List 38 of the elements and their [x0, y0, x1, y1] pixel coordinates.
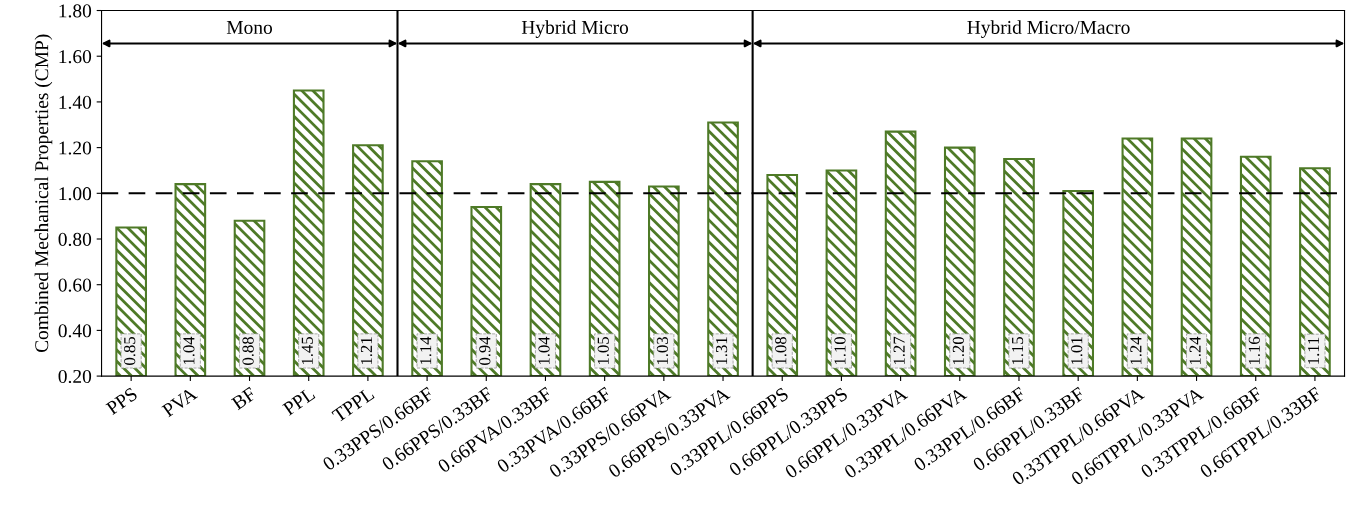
y-tick-label: 0.20 — [58, 369, 92, 384]
y-tick-label: 1.60 — [59, 50, 92, 64]
data-label: 0.85 — [124, 337, 136, 365]
data-label: 1.11 — [1307, 337, 1320, 364]
x-tick-label: PPS — [105, 387, 139, 416]
annotation: Mono — [226, 21, 273, 34]
data-label: 1.21 — [360, 337, 373, 365]
y-tick-label: 1.20 — [59, 141, 92, 155]
data-label: 1.15 — [1011, 337, 1024, 365]
y-tick-label: 0.80 — [58, 232, 92, 247]
annotation: Hybrid Micro/Macro — [967, 20, 1130, 38]
x-tick-label: BF — [230, 386, 257, 411]
data-label: 1.24 — [1130, 336, 1142, 365]
y-tick-label: 1.40 — [59, 95, 92, 109]
data-label: 1.08 — [775, 337, 787, 365]
data-label: 0.88 — [242, 337, 254, 365]
y-tick-label: 0.40 — [58, 324, 92, 338]
annotation: Hybrid Micro — [521, 20, 629, 38]
y-tick-label: 0.60 — [58, 278, 92, 292]
x-tick-label: PVA — [161, 386, 199, 418]
data-label: 1.24 — [1189, 336, 1201, 365]
data-label: 1.45 — [301, 337, 313, 365]
data-label: 1.14 — [420, 336, 432, 365]
data-label: 1.04 — [538, 336, 550, 365]
data-label: 1.10 — [834, 337, 846, 365]
data-label: 1.04 — [183, 336, 195, 365]
data-label: 1.20 — [952, 337, 965, 365]
y-axis-title: Combined Mechanical Properties (CMP) — [34, 34, 53, 353]
x-tick-label: PPL — [282, 387, 316, 416]
data-label: 1.03 — [656, 337, 669, 365]
data-label: 1.01 — [1071, 337, 1083, 365]
data-label: 1.05 — [597, 337, 609, 365]
data-label: 0.94 — [479, 336, 491, 365]
data-label: 1.31 — [716, 337, 728, 365]
y-tick-label: 1.00 — [59, 187, 92, 201]
y-tick-label: 1.80 — [59, 4, 92, 18]
data-label: 1.16 — [1248, 336, 1260, 365]
data-label: 1.27 — [893, 336, 905, 365]
